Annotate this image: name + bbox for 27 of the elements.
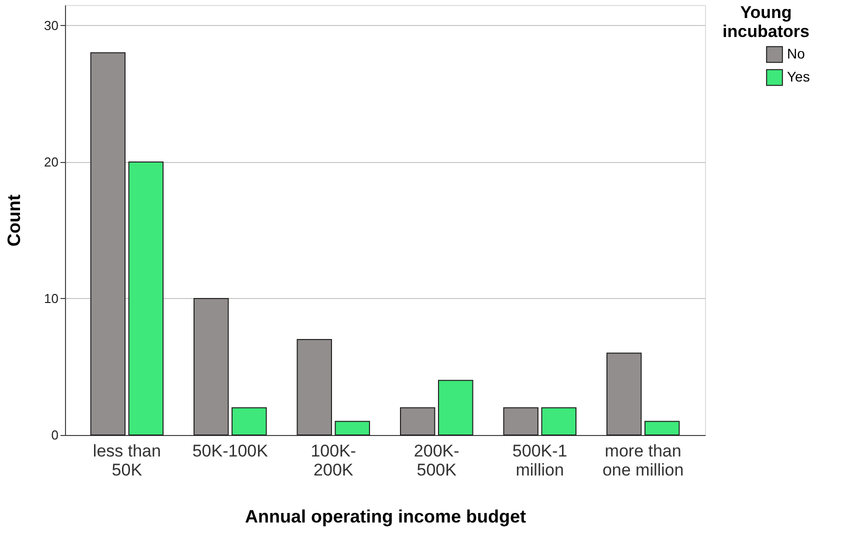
x-tick-label: less than 50K bbox=[92, 442, 161, 480]
x-tick-label: 500K-1 million bbox=[512, 442, 568, 480]
bar bbox=[503, 407, 538, 436]
x-tick-label: 200K- 500K bbox=[414, 442, 460, 480]
y-tick-label: 0 bbox=[51, 428, 58, 442]
bar bbox=[541, 407, 576, 436]
y-tick-label: 10 bbox=[44, 290, 58, 306]
bar bbox=[90, 52, 126, 436]
bar bbox=[194, 298, 229, 436]
legend-label: Yes bbox=[787, 68, 810, 84]
bar bbox=[296, 338, 332, 436]
bar bbox=[334, 420, 370, 436]
legend-title: Young incubators bbox=[722, 3, 810, 41]
x-tick-label: more than one million bbox=[602, 442, 684, 480]
bar bbox=[644, 420, 680, 436]
x-tick-label: 50K-100K bbox=[192, 442, 269, 460]
bar bbox=[232, 407, 267, 436]
y-axis-title: Count bbox=[4, 194, 24, 246]
bar bbox=[438, 380, 474, 436]
x-tick-label: 100K- 200K bbox=[310, 442, 356, 480]
bar bbox=[606, 352, 642, 436]
bar bbox=[400, 407, 436, 436]
x-axis-title: Annual operating income budget bbox=[244, 506, 526, 526]
legend-label: No bbox=[787, 46, 806, 62]
y-tick-label: 20 bbox=[44, 154, 58, 170]
bar bbox=[128, 161, 164, 436]
y-tick-label: 30 bbox=[44, 18, 58, 33]
